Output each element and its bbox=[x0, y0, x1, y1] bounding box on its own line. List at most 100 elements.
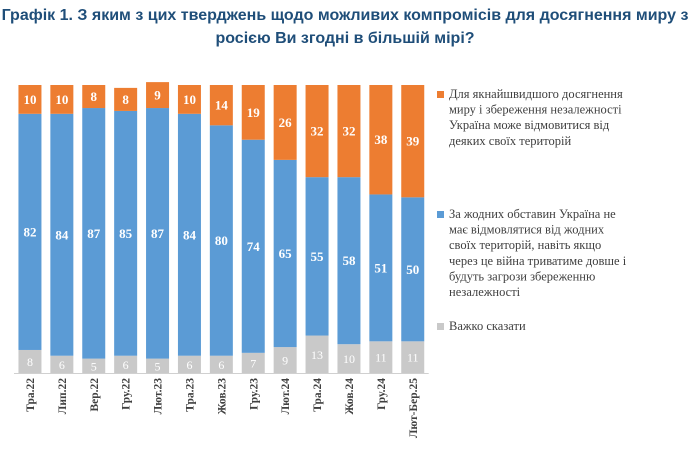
bar-segment bbox=[241, 85, 265, 140]
data-label: 84 bbox=[183, 227, 197, 242]
data-label: 8 bbox=[27, 355, 33, 369]
legend-swatch bbox=[437, 91, 444, 98]
data-label: 74 bbox=[247, 239, 261, 254]
bar-segment bbox=[401, 197, 425, 342]
data-label: 11 bbox=[375, 351, 387, 365]
data-label: 14 bbox=[215, 98, 229, 113]
data-label: 5 bbox=[91, 359, 97, 373]
data-label: 9 bbox=[154, 88, 161, 103]
data-label: 32 bbox=[311, 124, 324, 139]
bar-segment bbox=[114, 355, 138, 373]
x-tick-label: Жов.24 bbox=[344, 378, 356, 415]
bar-segment bbox=[82, 108, 106, 359]
data-label: 6 bbox=[123, 358, 129, 372]
bar-segment bbox=[401, 85, 425, 198]
data-label: 7 bbox=[250, 356, 256, 370]
data-label: 26 bbox=[279, 115, 293, 130]
x-tick-label: Гру.23 bbox=[248, 378, 260, 410]
x-tick-label: Лют-Бер.25 bbox=[408, 378, 420, 438]
bar-segment bbox=[369, 85, 393, 195]
data-label: 32 bbox=[342, 124, 355, 139]
legend-label: Важко сказати bbox=[449, 319, 526, 333]
x-tick-label: Тра.24 bbox=[312, 378, 324, 412]
bar-segment bbox=[50, 113, 74, 356]
bar-segment bbox=[177, 113, 201, 356]
title-line-1: Графік 1. З яким з цих тверджень щодо мо… bbox=[1, 7, 689, 24]
bar-segment bbox=[114, 110, 138, 356]
data-label: 10 bbox=[23, 92, 36, 107]
chart-title: Графік 1. З яким з цих тверджень щодо мо… bbox=[0, 4, 690, 50]
title-line-2: росією Ви згодні в більшій мірі? bbox=[215, 30, 475, 47]
data-label: 85 bbox=[119, 226, 133, 241]
data-label: 6 bbox=[218, 358, 224, 372]
x-tick-label: Гру.24 bbox=[376, 378, 388, 410]
data-label: 51 bbox=[374, 260, 387, 275]
x-tick-label: Лют.24 bbox=[280, 378, 292, 415]
data-label: 50 bbox=[406, 262, 419, 277]
bar-segment bbox=[337, 344, 361, 373]
data-label: 39 bbox=[406, 134, 420, 149]
data-label: 19 bbox=[247, 105, 261, 120]
legend-swatch bbox=[437, 323, 444, 330]
x-tick-label: Тра.22 bbox=[25, 378, 37, 412]
data-label: 80 bbox=[215, 233, 228, 248]
bar-segment bbox=[146, 358, 170, 373]
data-label: 84 bbox=[55, 227, 69, 242]
bar-segment bbox=[401, 341, 425, 373]
bar-segment bbox=[241, 139, 265, 353]
bar-segment bbox=[177, 355, 201, 373]
legend-label: Для якнайшвидшого досягнення миру і збере… bbox=[449, 87, 623, 148]
data-label: 10 bbox=[183, 92, 196, 107]
x-tick-label: Гру.22 bbox=[121, 378, 133, 410]
bar-segment bbox=[209, 125, 233, 356]
data-label: 6 bbox=[186, 358, 192, 372]
x-tick-label: Лип.22 bbox=[57, 378, 69, 414]
x-tick-label: Лют.23 bbox=[153, 378, 165, 415]
data-label: 9 bbox=[282, 354, 288, 368]
bar-segment bbox=[146, 82, 170, 109]
bar-segment bbox=[209, 85, 233, 126]
bar-segment bbox=[337, 85, 361, 178]
bar-segment bbox=[82, 358, 106, 373]
data-label: 8 bbox=[122, 92, 129, 107]
bar-segment bbox=[18, 85, 42, 114]
x-tick-label: Тра.23 bbox=[184, 378, 196, 412]
legend-swatch bbox=[437, 211, 444, 218]
bar-segment bbox=[305, 177, 329, 336]
data-label: 38 bbox=[374, 132, 388, 147]
bar-segment bbox=[241, 352, 265, 373]
bar-segment bbox=[18, 349, 42, 373]
data-label: 10 bbox=[343, 352, 355, 366]
bar-segment bbox=[369, 341, 393, 373]
bar-segment bbox=[50, 355, 74, 373]
bar-segment bbox=[82, 85, 106, 109]
bar-segment bbox=[337, 177, 361, 345]
data-label: 87 bbox=[151, 226, 165, 241]
bar-segment bbox=[273, 159, 297, 348]
bar-segment bbox=[50, 85, 74, 114]
data-label: 58 bbox=[342, 253, 356, 268]
data-label: 5 bbox=[155, 359, 161, 373]
data-label: 13 bbox=[311, 348, 323, 362]
legend-label: За жодних обставин Україна не має відмовл… bbox=[449, 207, 627, 299]
data-label: 87 bbox=[87, 226, 101, 241]
data-label: 55 bbox=[311, 249, 325, 264]
data-label: 6 bbox=[59, 358, 65, 372]
data-label: 65 bbox=[279, 246, 293, 261]
data-label: 8 bbox=[91, 89, 98, 104]
data-label: 10 bbox=[55, 92, 68, 107]
bar-segment bbox=[209, 355, 233, 373]
data-label: 11 bbox=[407, 351, 419, 365]
data-label: 82 bbox=[23, 224, 36, 239]
bar-segment bbox=[177, 85, 201, 114]
bar-segment bbox=[305, 335, 329, 373]
x-tick-label: Вер.22 bbox=[89, 378, 101, 412]
bar-segment bbox=[146, 108, 170, 359]
bar-segment bbox=[273, 347, 297, 373]
bar-segment bbox=[114, 87, 138, 111]
bar-segment bbox=[369, 194, 393, 342]
x-tick-label: Жов.23 bbox=[216, 378, 228, 415]
bar-segment bbox=[305, 85, 329, 178]
bar-segment bbox=[273, 85, 297, 160]
